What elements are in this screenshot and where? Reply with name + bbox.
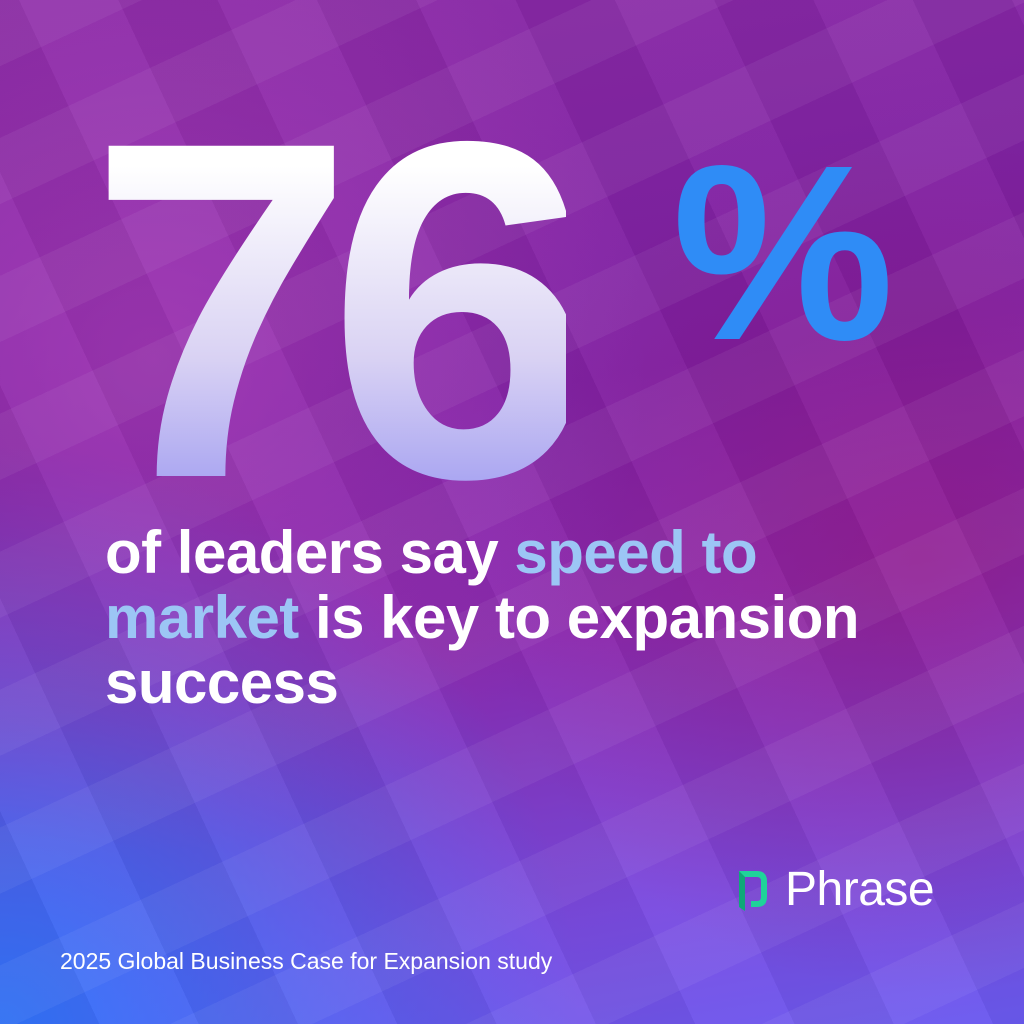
stat-unit: % [672, 113, 895, 392]
brand: Phrase [735, 862, 935, 917]
source: 2025 Global Business Case for Expansion … [60, 948, 553, 974]
headline-highlight: speed to market [105, 519, 758, 651]
headline-rest: is key to expansion success [105, 584, 860, 716]
brand-logo [739, 870, 767, 911]
brand-name: Phrase [785, 863, 935, 916]
headline-lead: of leaders say [105, 519, 499, 586]
stat-number: 76 [88, 41, 594, 578]
headline: of leaders say speed to market is key to… [105, 520, 935, 715]
